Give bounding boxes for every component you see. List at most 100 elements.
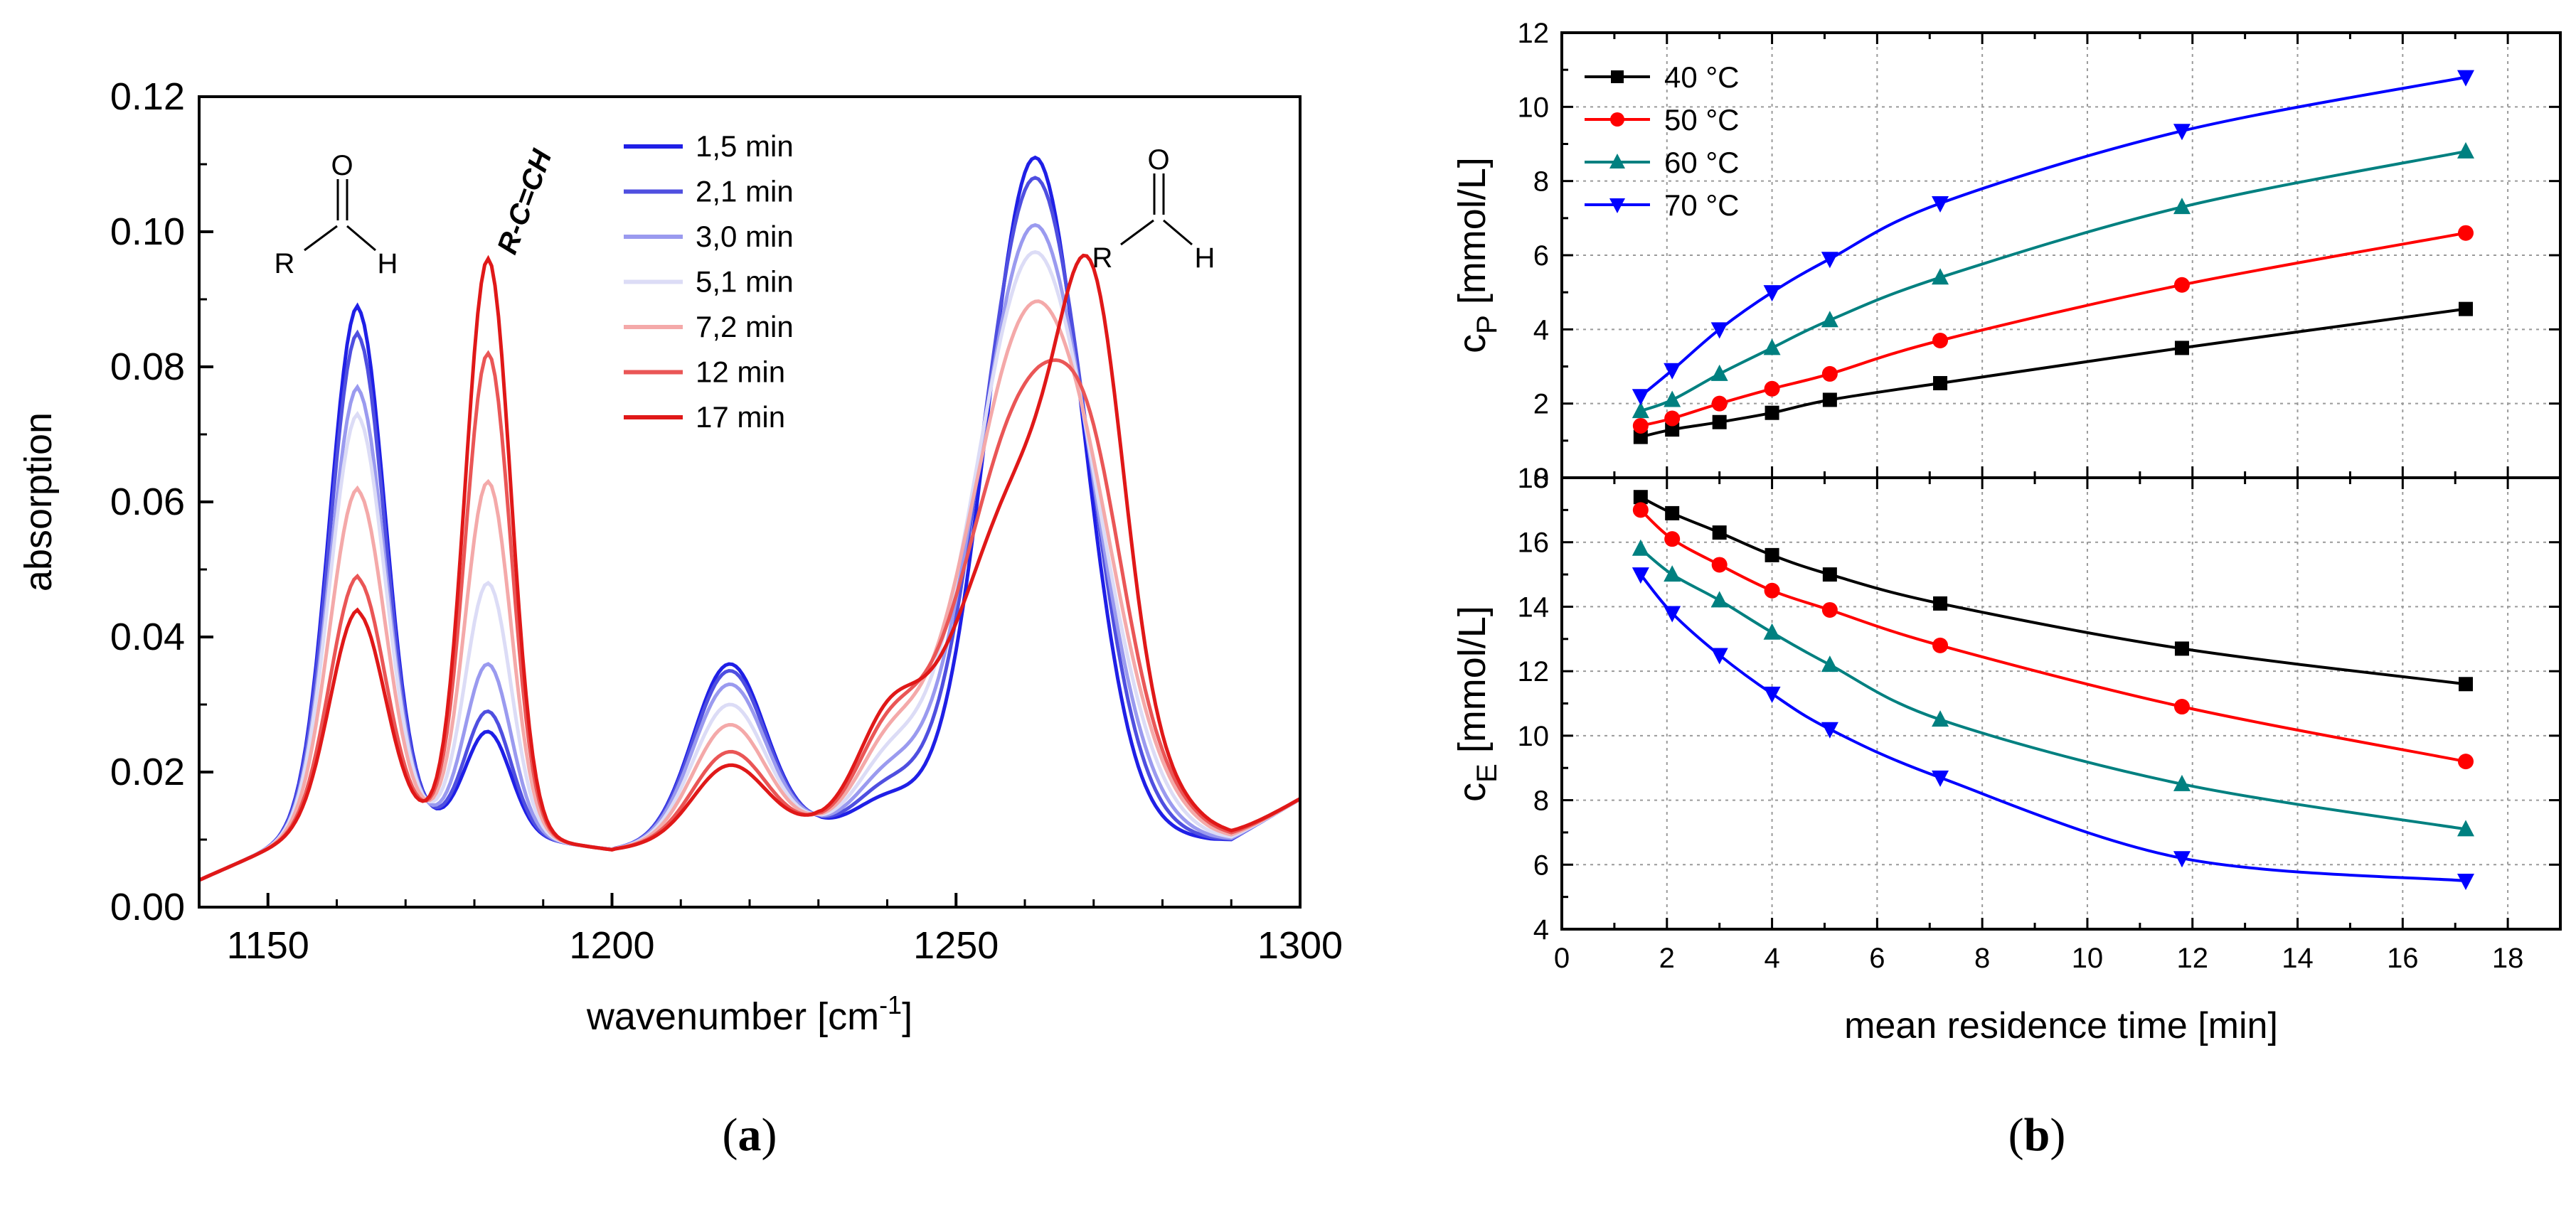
marker-circle — [2173, 277, 2190, 293]
marker-triangle-up — [1932, 710, 1949, 727]
marker-triangle-up — [1710, 364, 1728, 381]
aldehyde-structure-left: O R H — [275, 150, 398, 279]
aldehyde-o-label: O — [1147, 144, 1169, 176]
marker-square — [1765, 405, 1779, 420]
marker-square — [1933, 596, 1948, 611]
x-tick-label: 4 — [1764, 943, 1779, 974]
series-line-70 — [1639, 75, 2466, 397]
spectrum-line-4 — [198, 250, 1302, 882]
marker-square — [2174, 341, 2189, 355]
y-tick-label: 12 — [1518, 18, 1550, 49]
x-tick-label: 6 — [1869, 943, 1885, 974]
y-tick-label: 12 — [1518, 656, 1550, 687]
marker-triangle-up — [2457, 141, 2474, 159]
y-tick-label: 0.08 — [110, 346, 185, 388]
panel-label-a: (a) — [723, 1109, 777, 1161]
marker-triangle-down — [1609, 198, 1625, 213]
y-tick-label: 10 — [1518, 92, 1550, 123]
marker-triangle-up — [1664, 565, 1681, 582]
panel-b-top-grid — [1562, 33, 2560, 478]
series-line-60 — [1639, 547, 2466, 831]
y-tick-label: 18 — [1518, 463, 1550, 494]
y-tick-label: 14 — [1518, 591, 1550, 623]
legend-label: 60 °C — [1664, 146, 1740, 179]
marker-triangle-up — [1632, 402, 1649, 419]
marker-circle — [1632, 502, 1649, 518]
y-tick-label: 16 — [1518, 527, 1550, 559]
legend-label: 40 °C — [1664, 60, 1740, 94]
x-tick-label: 2 — [1659, 943, 1675, 974]
legend-label: 5,1 min — [696, 265, 794, 299]
marker-square — [2458, 301, 2473, 316]
marker-triangle-up — [1710, 591, 1728, 608]
marker-triangle-down — [1932, 770, 1949, 787]
y-tick-label: 8 — [1533, 786, 1549, 817]
marker-circle — [1821, 601, 1838, 618]
marker-square — [1712, 414, 1727, 429]
y-tick-label: 4 — [1533, 914, 1549, 946]
y-tick-label: 0.12 — [110, 75, 185, 118]
marker-circle — [1664, 410, 1681, 427]
y-tick-label: 6 — [1533, 850, 1549, 881]
legend-label: 12 min — [696, 355, 785, 389]
series-line-40 — [1639, 496, 2466, 686]
marker-circle — [2457, 754, 2474, 770]
marker-square — [1633, 490, 1648, 505]
marker-triangle-up — [1763, 338, 1781, 355]
series-line-50 — [1639, 508, 2466, 764]
marker-circle — [1664, 531, 1681, 547]
marker-triangle-down — [1632, 567, 1649, 584]
marker-square — [1933, 375, 1948, 390]
series-line-60 — [1640, 149, 2466, 412]
panel-a-spectrum-chart: 1150 1200 1250 1300 0.00 0.02 0.04 0.06 0.08 0.10… — [17, 75, 1343, 1038]
marker-triangle-up — [1821, 655, 1838, 673]
panel-a-x-axis-label: wavenumber [cm-1] — [586, 990, 912, 1038]
marker-circle — [1711, 395, 1728, 412]
aldehyde-h-label: H — [378, 248, 398, 279]
spectrum-line-5 — [198, 299, 1302, 882]
x-tick-label: 16 — [2387, 943, 2419, 974]
marker-square — [1712, 525, 1727, 540]
marker-triangle-down — [1932, 196, 1949, 213]
x-tick-label: 1150 — [227, 924, 309, 967]
marker-triangle-up — [1932, 268, 1949, 285]
panel-b-x-axis-label: mean residence time [min] — [1844, 1005, 2278, 1046]
y-tick-label: 6 — [1533, 240, 1549, 272]
aldehyde-structure-right: O R H — [1092, 144, 1215, 274]
legend-label: 3,0 min — [696, 220, 794, 253]
spectrum-line-7 — [198, 253, 1302, 882]
marker-square — [2174, 641, 2189, 656]
spectrum-line-2 — [198, 176, 1302, 882]
marker-square — [1665, 422, 1680, 437]
x-tick-label: 12 — [2176, 943, 2208, 974]
marker-triangle-down — [2457, 70, 2474, 87]
y-tick-label: 0.04 — [110, 616, 185, 658]
marker-triangle-down — [1664, 363, 1681, 380]
marker-circle — [1932, 637, 1949, 653]
panel-a-ticks: 1150 1200 1250 1300 0.00 0.02 0.04 0.06 0.08 0.10… — [110, 75, 1343, 967]
legend-label: 7,2 min — [696, 310, 794, 343]
panel-b-top-series — [1632, 70, 2474, 444]
marker-square — [1611, 70, 1624, 83]
marker-circle — [1711, 557, 1728, 573]
marker-circle — [1764, 380, 1780, 397]
marker-triangle-up — [1763, 623, 1781, 640]
marker-square — [2458, 677, 2473, 692]
marker-square — [1765, 547, 1779, 562]
alkene-peak-label: R-C=CH — [491, 145, 558, 258]
y-tick-label: 0.06 — [110, 481, 185, 523]
x-tick-label: 0 — [1554, 943, 1570, 974]
y-tick-label: 10 — [1518, 721, 1550, 752]
marker-square — [1665, 505, 1680, 520]
series-line-40 — [1640, 307, 2466, 439]
panel-b-bottom-series — [1632, 490, 2474, 890]
panel-b-top-y-axis-label: cP [mmol/L] — [1451, 157, 1503, 353]
aldehyde-r-label: R — [1092, 242, 1113, 274]
panel-b-bottom-grid — [1562, 478, 2560, 929]
y-tick-label: 0.00 — [110, 886, 185, 928]
y-tick-label: 8 — [1533, 166, 1549, 198]
panel-label-b: (b) — [2008, 1109, 2066, 1161]
series-line-50 — [1640, 231, 2466, 427]
